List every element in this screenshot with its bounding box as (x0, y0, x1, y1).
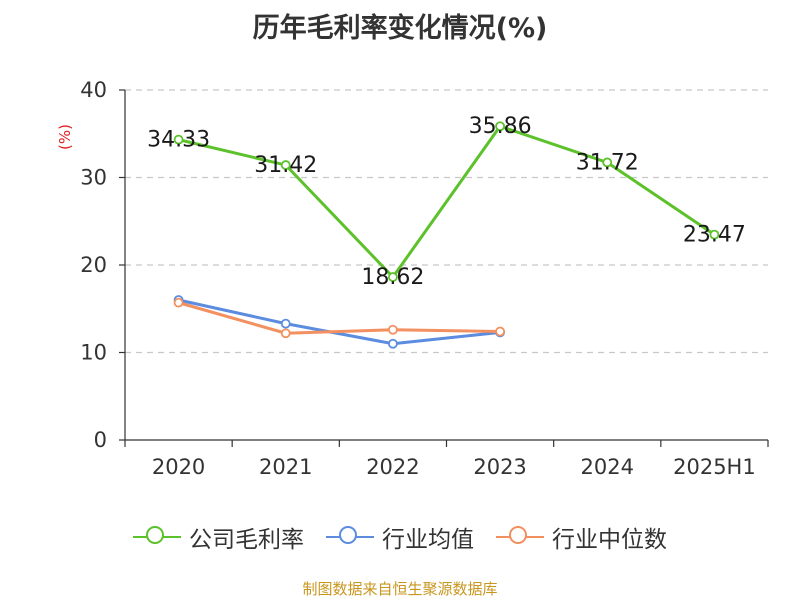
data-label: 18.62 (361, 265, 424, 290)
legend-label-industry-mean: 行业均值 (382, 527, 474, 553)
y-tick-label: 30 (80, 166, 107, 190)
series-line (178, 124, 716, 280)
x-tick-label: 2022 (366, 455, 419, 479)
x-tick-label: 2020 (152, 455, 205, 479)
y-tick-label: 10 (80, 341, 107, 365)
x-tick-label: 2023 (473, 455, 526, 479)
legend-swatch-industry-mean (326, 525, 374, 549)
series-line (178, 301, 501, 335)
data-point (173, 134, 184, 145)
data-point (602, 157, 613, 168)
data-point (495, 121, 505, 132)
data-point (280, 318, 291, 329)
legend-item-industry-median[interactable]: 行业中位数 (496, 520, 667, 554)
data-label: 34.33 (147, 128, 210, 153)
data-point (173, 297, 184, 308)
x-tick-label: 2024 (581, 455, 634, 479)
data-point (388, 324, 398, 335)
data-point (495, 326, 505, 337)
legend-swatch-industry-median (496, 525, 544, 549)
data-label: 23.47 (683, 223, 746, 248)
legend-item-industry-mean[interactable]: 行业均值 (326, 520, 474, 554)
data-label: 31.72 (576, 150, 639, 175)
legend-item-company[interactable]: 公司毛利率 (133, 520, 304, 554)
series-line (178, 298, 501, 346)
legend-swatch-company (133, 525, 181, 549)
data-point (388, 338, 398, 349)
chart-legend: 公司毛利率 行业均值 行业中位数 (0, 520, 800, 554)
source-note: 制图数据来自恒生聚源数据库 (302, 580, 498, 598)
data-point (709, 229, 720, 240)
x-tick-label: 2025H1 (673, 455, 756, 479)
data-point (388, 272, 398, 282)
legend-label-company: 公司毛利率 (189, 527, 304, 553)
y-tick-label: 40 (80, 78, 107, 102)
y-tick-label: 20 (80, 253, 107, 277)
x-tick-label: 2021 (259, 455, 312, 479)
legend-label-industry-median: 行业中位数 (552, 527, 667, 553)
data-point (280, 328, 291, 339)
data-label: 31.42 (254, 153, 317, 178)
y-tick-label: 0 (94, 428, 107, 452)
chart-title: 历年毛利率变化情况(%) (252, 13, 548, 44)
data-label: 35.86 (469, 114, 532, 139)
data-point (280, 160, 291, 170)
